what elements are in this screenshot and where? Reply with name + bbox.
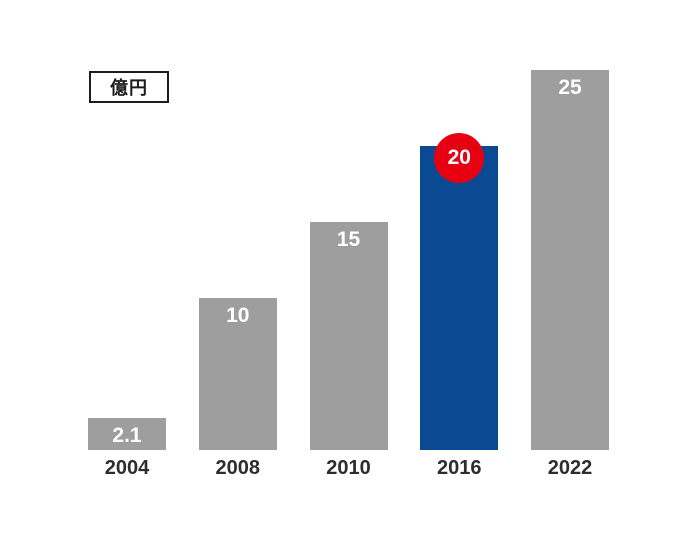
chart-plot-area: 2.1 2004 10 2008 15 2010 20 2016 25 2022 — [88, 70, 609, 479]
x-axis-label: 2022 — [547, 457, 593, 479]
bar-group-2022: 25 2022 — [531, 70, 609, 479]
bar-value-label: 15 — [336, 228, 361, 251]
bar-highlighted: 20 — [420, 133, 499, 450]
bar-value-label: 10 — [226, 304, 250, 327]
bar: 15 — [309, 222, 388, 450]
x-axis-label: 2010 — [326, 457, 371, 479]
bar-value-label: 25 — [558, 76, 582, 99]
bar-value-label: 2.1 — [112, 424, 142, 447]
bar: 25 — [531, 70, 609, 450]
bar-group-2010: 15 2010 — [309, 70, 388, 479]
bar-group-2016: 20 2016 — [420, 70, 499, 479]
bar-group-2004: 2.1 2004 — [88, 70, 166, 479]
unit-label: 億円 — [110, 78, 148, 98]
bar-group-2008: 10 2008 — [198, 70, 277, 479]
x-axis-label: 2008 — [215, 457, 261, 479]
bar: 2.1 — [88, 418, 166, 450]
unit-label-box: 億円 — [89, 71, 169, 103]
value-badge: 20 — [434, 133, 485, 183]
x-axis-label: 2004 — [104, 457, 150, 479]
x-axis-label: 2016 — [437, 457, 482, 479]
bar: 10 — [198, 298, 277, 450]
